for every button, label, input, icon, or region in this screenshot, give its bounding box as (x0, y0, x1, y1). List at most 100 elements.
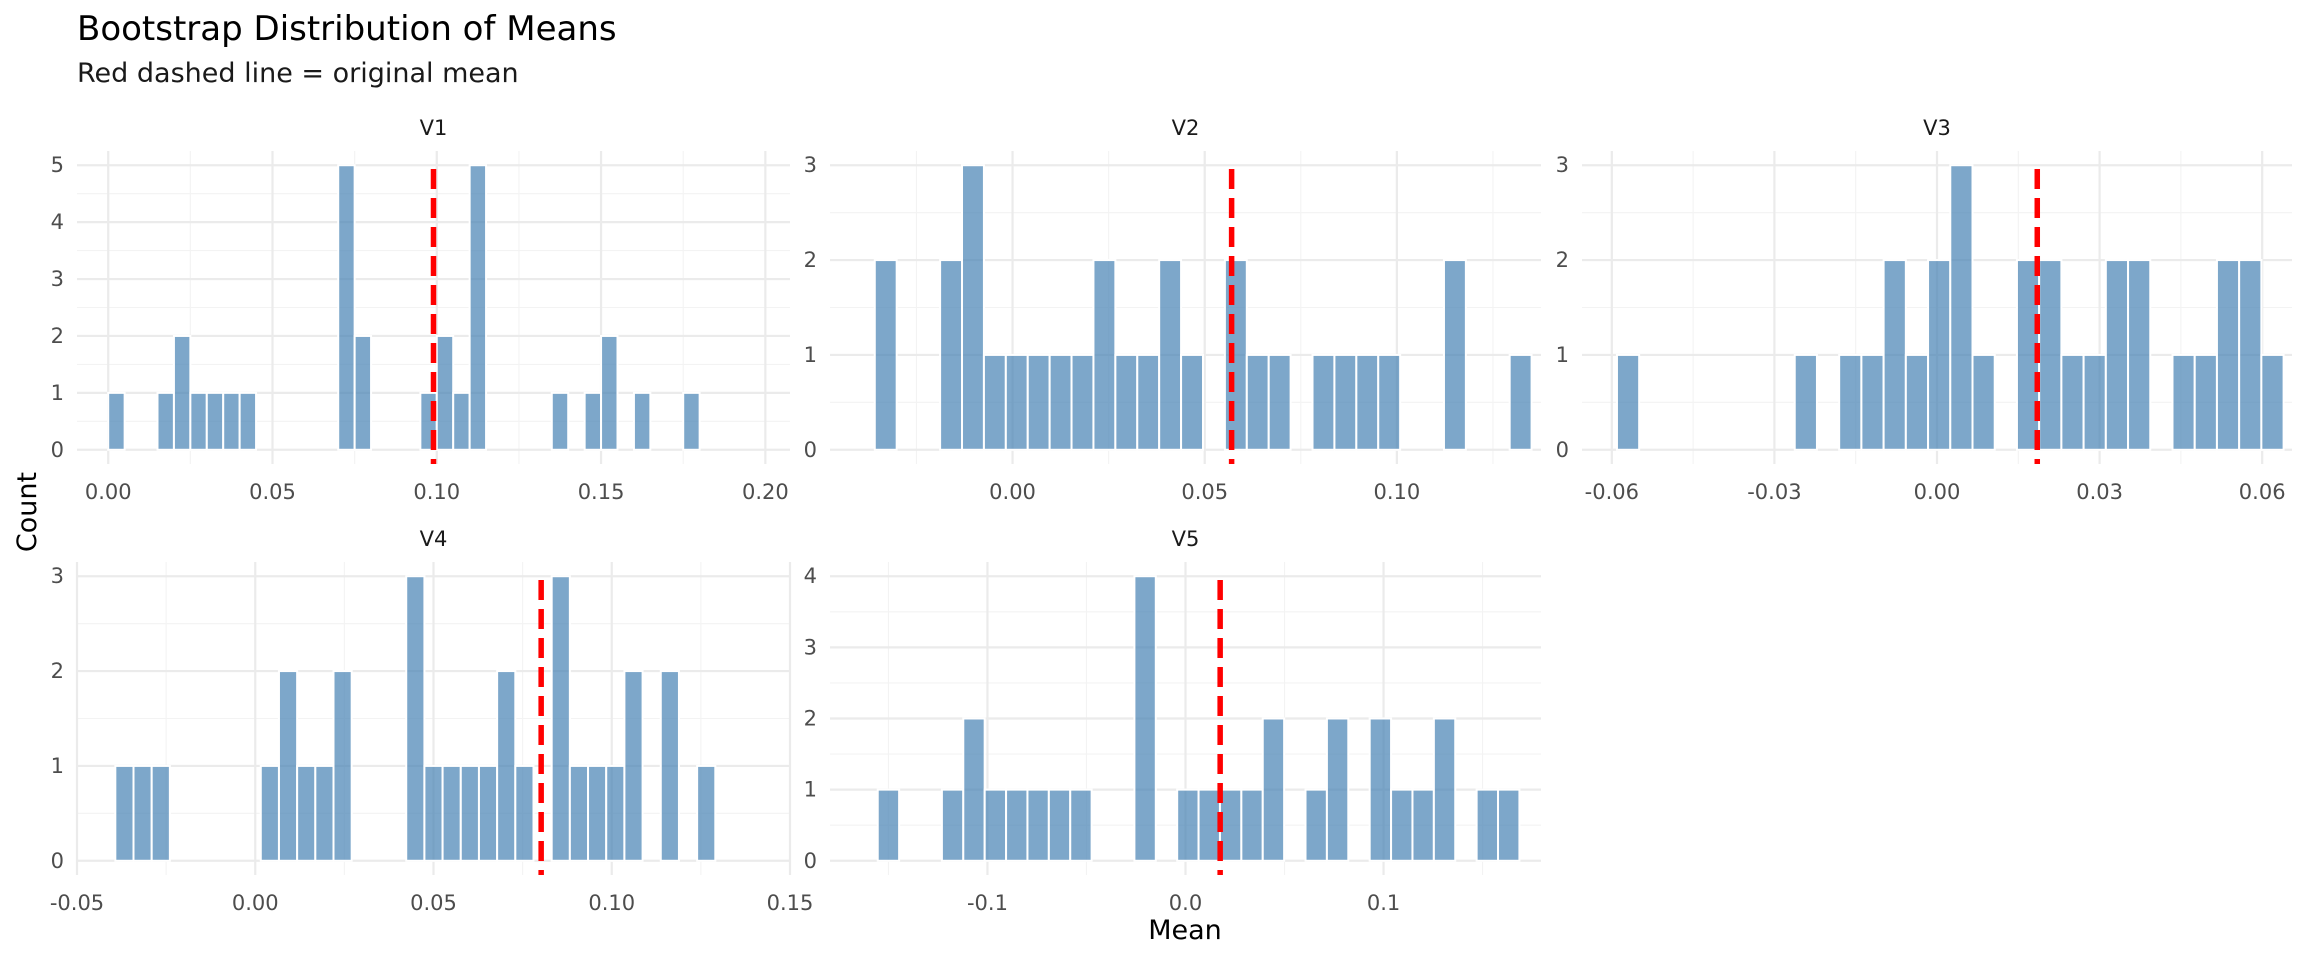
y-tick-label: 3 (1556, 153, 1569, 177)
y-tick-label: 1 (51, 754, 64, 778)
histogram-bar (2215, 259, 2241, 451)
histogram-bar (1304, 788, 1328, 862)
histogram-bar (2038, 259, 2063, 451)
y-tick-label: 1 (804, 343, 817, 367)
histogram-bar (2104, 259, 2130, 451)
y-tick-label: 4 (804, 564, 817, 588)
y-tick-label: 2 (804, 707, 817, 731)
y-tick-label: 0 (804, 438, 817, 462)
strip-label: V1 (420, 116, 448, 140)
histogram-bar (659, 670, 680, 862)
y-tick-label: 3 (804, 153, 817, 177)
histogram-bar (2171, 353, 2196, 451)
histogram-bar (1971, 353, 1996, 451)
histogram-bar (1377, 353, 1402, 451)
histogram-bar (1368, 717, 1393, 862)
histogram-bar (1005, 788, 1029, 862)
histogram-bar (2238, 259, 2263, 451)
histogram-bar (238, 391, 258, 451)
histogram-bar (459, 764, 480, 862)
histogram-bar (2060, 353, 2085, 451)
histogram-bar (1355, 353, 1380, 451)
histogram-bar (1860, 353, 1885, 451)
histogram-bar (1882, 259, 1907, 451)
histogram-bar (1267, 353, 1292, 451)
histogram-bar (337, 164, 356, 451)
histogram-bar (1432, 717, 1457, 862)
histogram-bar (1218, 788, 1243, 862)
histogram-bar (1838, 353, 1863, 451)
chart-subtitle: Red dashed line = original mean (77, 58, 519, 89)
x-tick-label: 0.10 (1373, 480, 1420, 504)
histogram-bar (1508, 353, 1533, 451)
x-tick-label: 0.00 (85, 480, 132, 504)
histogram-bar (1069, 788, 1093, 862)
histogram-bar (1390, 788, 1414, 862)
panel-v3: V3 -0.06 -0.03 0.00 0.03 0.06 0 1 2 3 (1556, 116, 2292, 504)
histogram-bar (1004, 353, 1029, 451)
x-tick-label: 0.10 (588, 891, 635, 915)
histogram-bar (2260, 353, 2285, 451)
histogram-bar (1114, 353, 1139, 451)
histogram-bar (1197, 788, 1221, 862)
histogram-bar (423, 764, 444, 862)
histogram-bar (600, 334, 619, 451)
histogram-bar (1949, 164, 1974, 451)
histogram-bar (1026, 353, 1051, 451)
histogram-bar (1793, 353, 1818, 451)
histogram-bar (468, 164, 488, 451)
histogram-bar (696, 764, 717, 862)
histogram-bar (1325, 717, 1350, 862)
histogram-bar (107, 391, 126, 451)
histogram-bar (1475, 788, 1500, 862)
histogram-bar (682, 391, 701, 451)
histogram-bar (1333, 353, 1358, 451)
strip-label: V2 (1172, 116, 1200, 140)
histogram-bar (568, 764, 590, 862)
histogram-bar (2193, 353, 2218, 451)
y-tick-label: 5 (51, 153, 64, 177)
histogram-bar (114, 764, 135, 862)
histogram-bar (332, 670, 353, 862)
histogram-bar (1092, 259, 1117, 451)
x-tick-label: 0.00 (232, 891, 279, 915)
histogram-bar (1158, 259, 1183, 451)
histogram-bar (477, 764, 499, 862)
y-tick-label: 1 (51, 381, 64, 405)
histogram-bar (156, 391, 175, 451)
histogram-bar (1047, 788, 1072, 862)
histogram-bar (1497, 788, 1521, 862)
histogram-bar (514, 764, 535, 862)
histogram-bar (172, 334, 192, 451)
histogram-bar (962, 717, 986, 862)
x-tick-label: 0.00 (1914, 480, 1961, 504)
histogram-bar (205, 391, 225, 451)
histogram-bar (1311, 353, 1336, 451)
histogram-bar (939, 259, 964, 451)
y-tick-label: 2 (51, 324, 64, 348)
histogram-bar (1240, 788, 1264, 862)
histogram-bar (150, 764, 171, 862)
histogram-bar (1026, 788, 1050, 862)
y-tick-label: 3 (51, 564, 64, 588)
histogram-bar (1615, 353, 1641, 451)
y-tick-label: 3 (804, 635, 817, 659)
histogram-bar (314, 764, 335, 862)
histogram-bar (1180, 353, 1204, 451)
histogram-bar (189, 391, 208, 451)
histogram-bar (2127, 259, 2152, 451)
y-tick-label: 0 (1556, 438, 1569, 462)
histogram-bar (1048, 353, 1073, 451)
y-tick-label: 3 (51, 267, 64, 291)
histogram-bar (1223, 259, 1248, 451)
histogram-bar (1927, 259, 1952, 451)
histogram-bar (353, 334, 373, 451)
y-axis-title: Count (12, 472, 43, 552)
histogram-bar (405, 575, 426, 862)
histogram-bar (623, 670, 644, 862)
panel-v1: V1 0.00 0.05 0.10 0.15 0.20 0 1 2 3 4 5 (51, 116, 790, 504)
y-tick-label: 0 (51, 849, 64, 873)
y-tick-label: 2 (804, 248, 817, 272)
